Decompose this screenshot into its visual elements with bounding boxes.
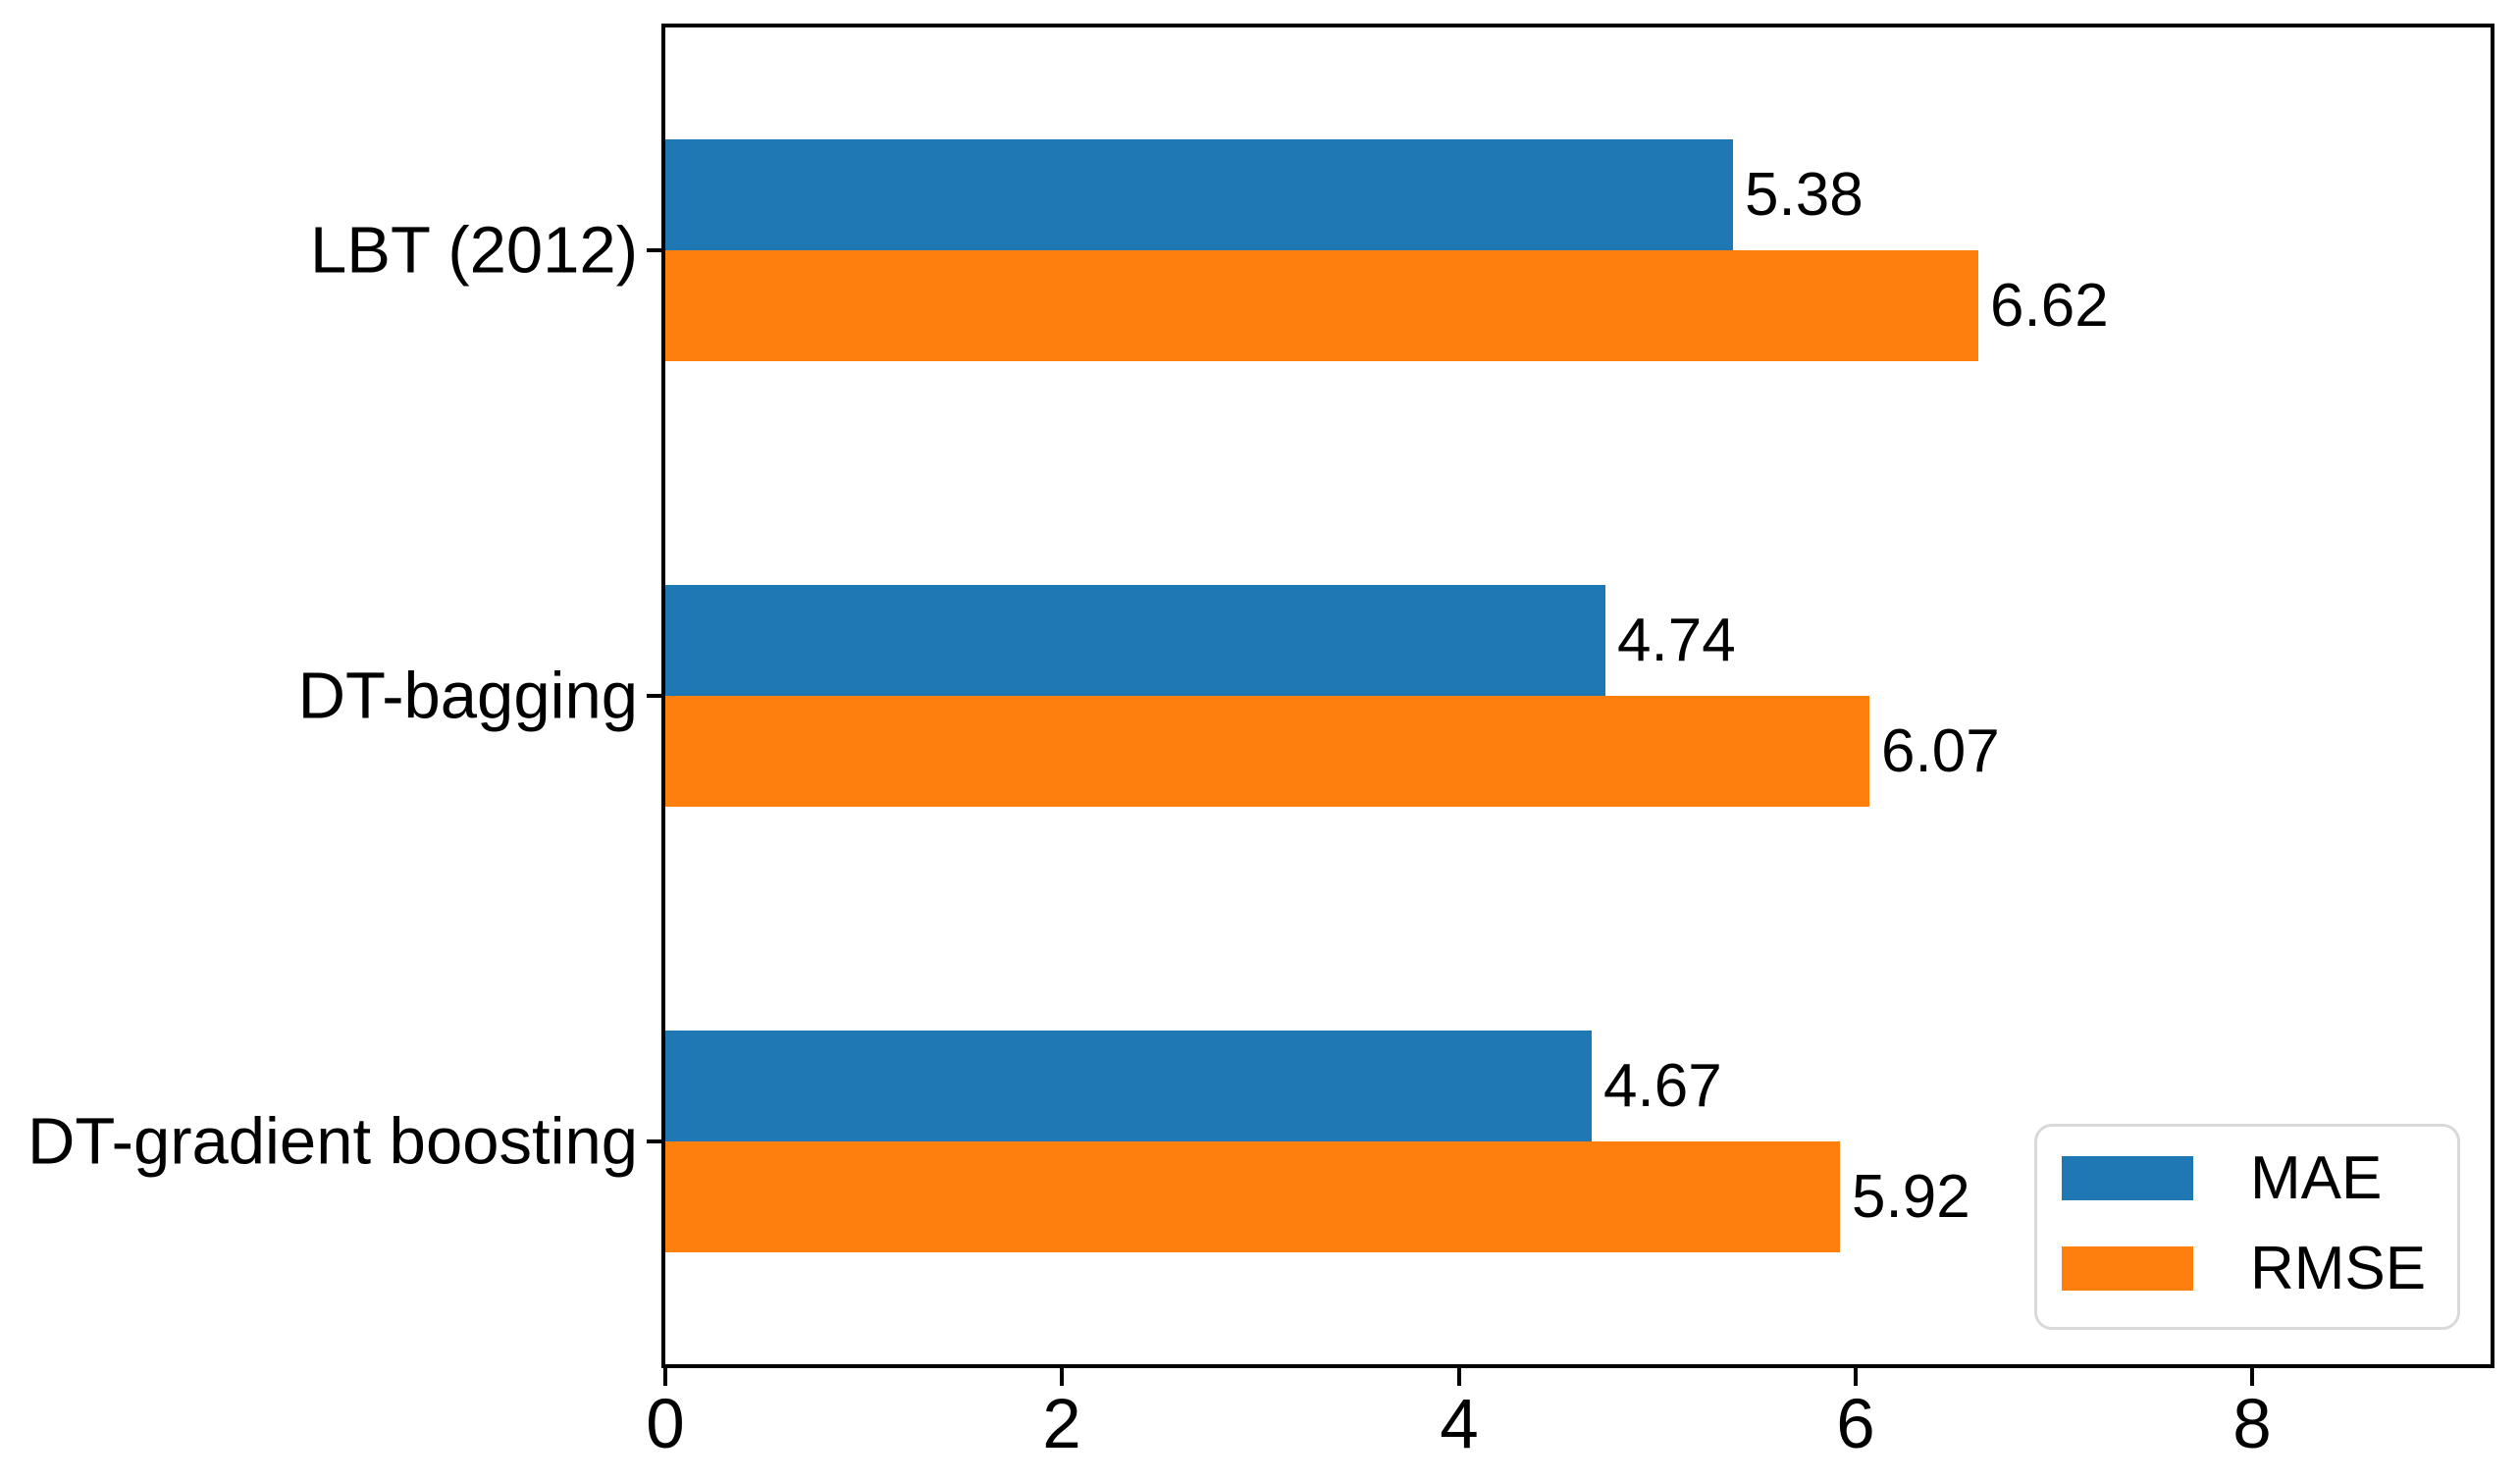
- legend-row-rmse: RMSE: [2062, 1238, 2426, 1298]
- y-tick-mark: [647, 694, 661, 698]
- rmse-value-label: 6.07: [1881, 716, 2000, 785]
- rmse-bar: [665, 1141, 1840, 1252]
- rmse-value-label: 5.92: [1852, 1162, 1970, 1231]
- rmse-legend-label: RMSE: [2250, 1234, 2427, 1302]
- mae-value-label: 5.38: [1745, 160, 1864, 229]
- rmse-bar: [665, 250, 1978, 361]
- x-tick-mark: [663, 1368, 667, 1386]
- x-tick-label: 4: [1440, 1386, 1479, 1463]
- x-tick-label: 0: [646, 1386, 685, 1463]
- y-tick-mark: [647, 248, 661, 252]
- y-tick-mark: [647, 1139, 661, 1143]
- rmse-legend-swatch: [2062, 1246, 2193, 1291]
- category-label: DT-gradient boosting: [27, 1104, 638, 1179]
- mae-value-label: 4.74: [1617, 606, 1736, 674]
- x-tick-mark: [1060, 1368, 1064, 1386]
- x-tick-label: 2: [1042, 1386, 1081, 1463]
- rmse-value-label: 6.62: [1990, 271, 2109, 340]
- x-tick-label: 6: [1836, 1386, 1875, 1463]
- x-tick-mark: [1457, 1368, 1461, 1386]
- category-label: LBT (2012): [310, 213, 638, 288]
- x-tick-label: 8: [2232, 1386, 2272, 1463]
- legend: MAE RMSE: [2034, 1124, 2460, 1330]
- mae-bar: [665, 1031, 1592, 1141]
- mae-legend-label: MAE: [2250, 1143, 2383, 1212]
- rmse-bar: [665, 696, 1869, 807]
- mae-bar: [665, 585, 1605, 696]
- x-tick-mark: [1854, 1368, 1858, 1386]
- mae-bar: [665, 139, 1733, 250]
- category-label: DT-bagging: [297, 659, 638, 733]
- mae-value-label: 4.67: [1603, 1051, 1722, 1120]
- legend-row-mae: MAE: [2062, 1147, 2382, 1208]
- mae-legend-swatch: [2062, 1156, 2193, 1200]
- x-tick-mark: [2250, 1368, 2254, 1386]
